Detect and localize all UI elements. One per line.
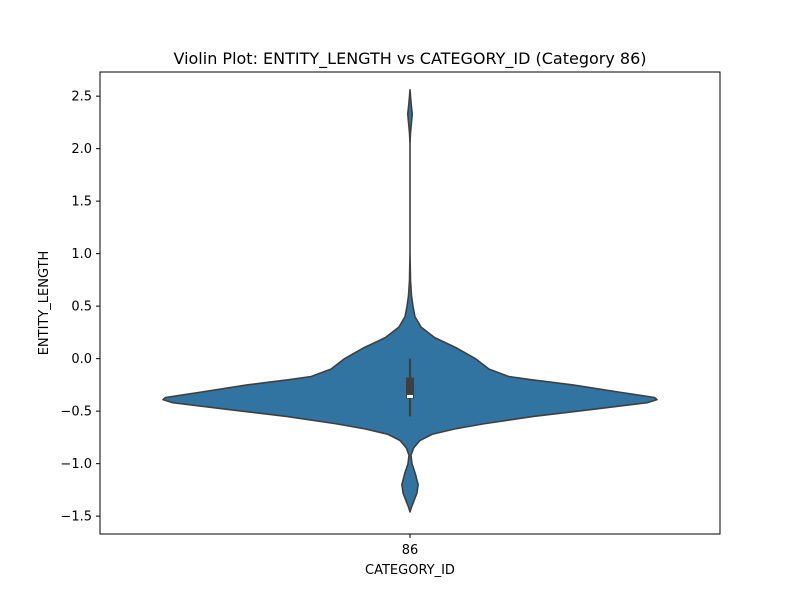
y-tick-label: 0.5: [71, 300, 92, 315]
chart-title: Violin Plot: ENTITY_LENGTH vs CATEGORY_I…: [173, 49, 646, 69]
box-median: [407, 394, 413, 398]
x-tick-label: 86: [402, 543, 419, 558]
plot-frame: [99, 71, 721, 535]
y-tick-label: −0.5: [60, 405, 92, 420]
box-iqr: [406, 377, 414, 399]
y-axis-label: ENTITY_LENGTH: [37, 251, 52, 356]
y-tick-label: 2.0: [71, 142, 92, 157]
y-tick-label: 1.0: [71, 247, 92, 262]
y-tick-label: 2.5: [71, 90, 92, 105]
y-axis: −1.5 −1.0 −0.5 0.0 0.5 1.0 1.5 2.0 2.5: [60, 90, 100, 525]
y-tick-label: −1.0: [60, 457, 92, 472]
x-axis: 86: [402, 534, 419, 558]
y-tick-label: 0.0: [71, 352, 92, 367]
violin-body-86: [162, 89, 658, 513]
x-axis-label: CATEGORY_ID: [365, 563, 455, 578]
y-tick-label: 1.5: [71, 195, 92, 210]
violin-layer: [162, 89, 658, 513]
y-tick-label: −1.5: [60, 510, 92, 525]
